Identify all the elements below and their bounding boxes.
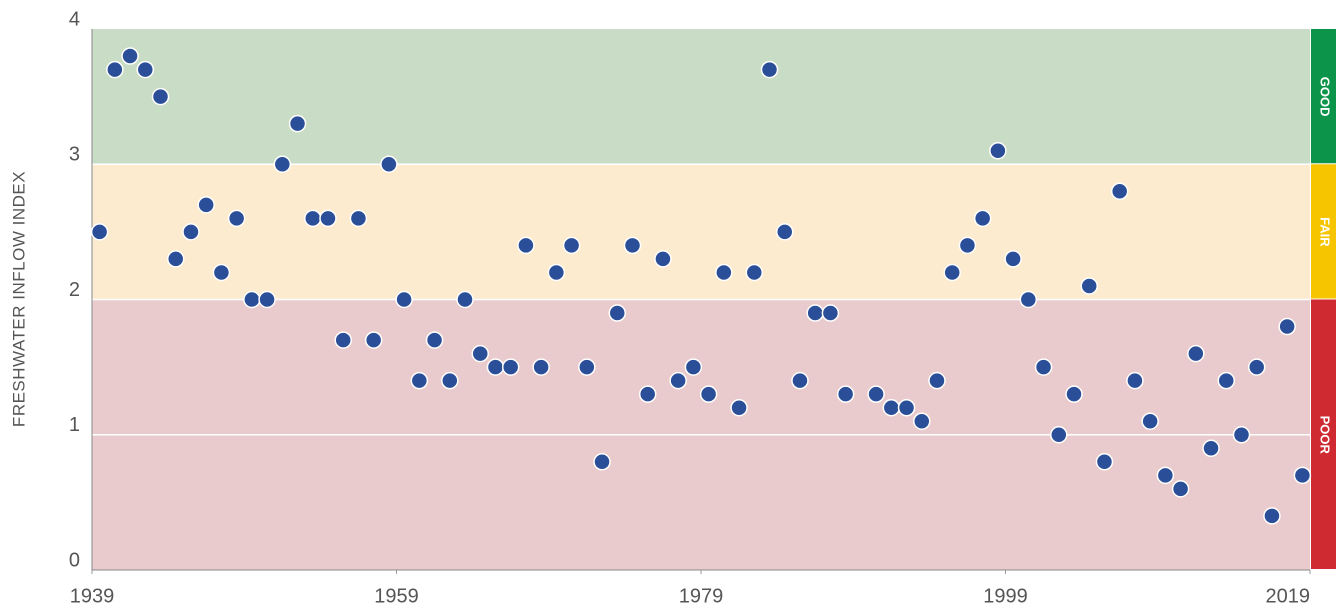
band-label: GOOD	[1318, 77, 1333, 117]
point	[1171, 480, 1190, 498]
point	[1202, 439, 1220, 458]
band	[92, 164, 1310, 300]
point	[806, 304, 824, 322]
x-tick-label: 1979	[679, 585, 724, 607]
point	[1187, 344, 1205, 363]
point	[1232, 426, 1251, 444]
point	[745, 263, 764, 282]
point	[1034, 358, 1053, 376]
point	[958, 236, 977, 255]
point	[441, 371, 459, 390]
point	[897, 398, 916, 417]
point	[1141, 412, 1159, 430]
point	[1293, 466, 1312, 485]
point	[304, 209, 322, 228]
point	[1278, 317, 1296, 336]
point	[395, 290, 413, 309]
point	[243, 290, 261, 309]
point	[273, 155, 292, 173]
point	[1050, 426, 1068, 444]
y-tick-label: 2	[69, 279, 80, 301]
band-strip	[1311, 299, 1336, 569]
y-tick-label: 1	[69, 414, 80, 436]
point	[380, 155, 398, 173]
point	[669, 371, 687, 390]
point	[836, 385, 855, 403]
point	[654, 250, 672, 268]
point	[623, 236, 642, 255]
point	[608, 304, 627, 322]
point	[547, 263, 566, 282]
point	[882, 398, 901, 417]
point	[913, 412, 931, 430]
point	[121, 47, 139, 65]
point	[197, 196, 215, 214]
point	[989, 141, 1007, 160]
point	[166, 250, 185, 268]
point	[258, 290, 276, 309]
point	[501, 358, 520, 376]
point	[1126, 371, 1144, 390]
x-tick-label: 2019	[1266, 585, 1311, 607]
point	[456, 290, 474, 309]
point	[1065, 385, 1083, 403]
point	[1217, 371, 1236, 390]
point	[364, 331, 383, 349]
point	[730, 398, 748, 417]
point	[182, 223, 200, 241]
band-strip	[1311, 29, 1336, 164]
point	[1156, 466, 1175, 485]
x-tick-label: 1939	[70, 585, 115, 607]
point	[532, 358, 550, 376]
point	[775, 223, 794, 241]
point	[593, 453, 611, 471]
y-tick-label: 4	[69, 8, 80, 30]
y-tick-label: 0	[69, 549, 80, 571]
point	[638, 385, 657, 403]
point	[1095, 453, 1114, 471]
point	[1019, 290, 1038, 309]
point	[106, 60, 124, 79]
point	[288, 114, 307, 133]
point	[928, 371, 946, 390]
point	[471, 344, 489, 363]
point	[867, 385, 885, 403]
point	[562, 236, 581, 255]
point	[425, 331, 444, 349]
point	[578, 358, 596, 376]
point	[1247, 358, 1266, 376]
point	[227, 209, 246, 228]
point	[319, 209, 337, 228]
point	[1110, 182, 1129, 201]
band	[92, 29, 1310, 165]
x-tick-label: 1999	[983, 585, 1028, 607]
x-tick-label: 1959	[374, 585, 419, 607]
y-axis-label: FRESHWATER INFLOW INDEX	[9, 171, 28, 427]
point	[973, 209, 992, 228]
point	[943, 263, 961, 282]
band-label: FAIR	[1318, 217, 1333, 247]
point	[821, 304, 840, 322]
point	[517, 236, 535, 255]
point	[410, 371, 429, 390]
point	[136, 60, 155, 79]
point	[1263, 507, 1281, 525]
point	[1080, 277, 1098, 295]
point	[715, 263, 733, 282]
point	[212, 263, 231, 282]
y-tick-label: 3	[69, 144, 80, 166]
point	[349, 209, 368, 228]
point	[791, 371, 809, 390]
point	[699, 385, 718, 403]
band-strip	[1311, 164, 1336, 299]
band-label: POOR	[1318, 416, 1333, 455]
point	[151, 87, 170, 106]
point	[90, 223, 109, 241]
point	[684, 358, 703, 376]
point	[486, 358, 505, 376]
point	[760, 60, 779, 79]
point	[1004, 250, 1022, 268]
point	[334, 331, 352, 349]
